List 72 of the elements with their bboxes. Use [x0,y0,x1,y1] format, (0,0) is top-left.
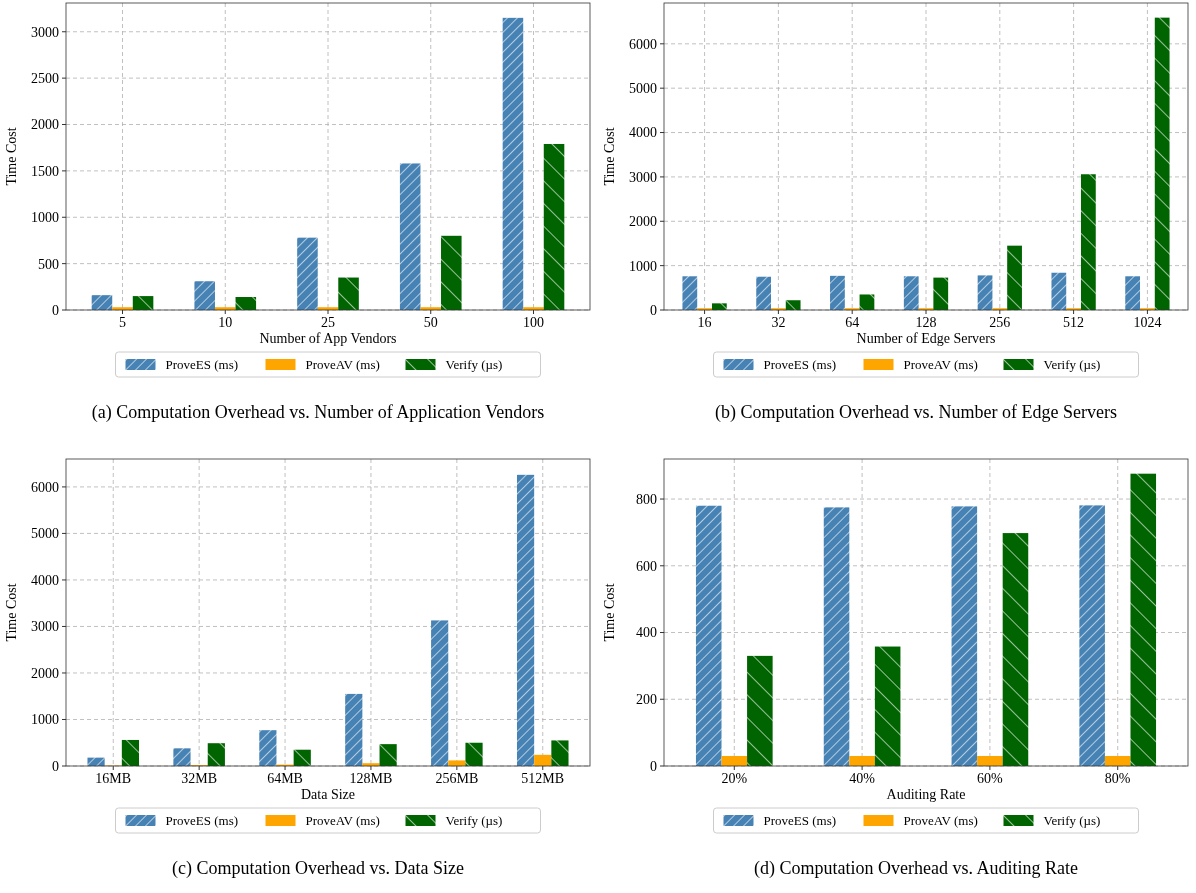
y-tick-label: 2500 [31,71,59,87]
legend-label: ProveAV (ms) [305,357,380,372]
legend-label: ProveES (ms) [763,813,837,828]
y-tick-label: 0 [52,302,59,318]
x-tick-label: 256MB [435,771,479,786]
y-tick-label: 400 [636,625,657,641]
y-axis-title: Time Cost [4,127,19,186]
y-tick-label: 600 [636,558,657,574]
y-tick-label: 6000 [629,36,657,52]
legend-label: ProveES (ms) [165,357,239,372]
x-tick-label: 256 [989,315,1011,330]
x-tick-label: 64MB [267,771,303,786]
legend-label: ProveAV (ms) [305,813,380,828]
y-axis-title: Time Cost [4,583,19,642]
text: (b) Computation Overhead vs. Number of Edge Servers [715,402,1117,423]
y-tick-label: 2000 [629,214,657,230]
x-tick-label: 64 [845,315,860,330]
text: (d) Computation Overhead vs. Auditing Rate [754,858,1078,879]
x-axis-title: Number of App Vendors [259,331,397,346]
y-tick-label: 0 [650,758,657,774]
y-tick-label: 0 [650,302,657,318]
x-tick-label: 40% [849,771,876,786]
x-axis-title: Data Size [300,787,356,802]
y-tick-label: 3000 [629,169,657,185]
y-tick-label: 1000 [629,258,657,274]
x-tick-label: 512 [1063,315,1085,330]
y-axis-title: Time Cost [602,583,617,642]
x-tick-label: 80% [1104,771,1131,786]
x-tick-label: 5 [119,315,127,330]
x-tick-label: 32 [771,315,786,330]
legend-label: ProveAV (ms) [903,357,978,372]
x-tick-label: 25 [321,315,335,330]
x-axis-title: Auditing Rate [886,787,966,802]
x-tick-label: 60% [977,771,1004,786]
y-tick-label: 4000 [629,125,657,141]
y-tick-label: 3000 [31,619,59,635]
legend-label: ProveES (ms) [763,357,837,372]
x-tick-label: 100 [522,315,544,330]
y-tick-label: 3000 [31,24,59,40]
y-tick-label: 5000 [629,81,657,97]
x-tick-label: 10 [218,315,233,330]
x-tick-label: 1024 [1133,315,1162,330]
legend-label: Verify (µs) [1043,357,1101,372]
legend-label: Verify (µs) [1043,813,1101,828]
y-tick-label: 500 [38,256,59,272]
x-axis-title: Number of Edge Servers [856,331,996,346]
x-tick-label: 128 [915,315,937,330]
y-tick-label: 6000 [31,479,59,495]
x-tick-label: 512MB [521,771,565,786]
y-axis-title: Time Cost [602,127,617,186]
x-tick-label: 16MB [95,771,132,786]
x-tick-label: 20% [721,771,748,786]
y-tick-label: 4000 [31,572,59,588]
x-tick-label: 128MB [349,771,393,786]
y-tick-label: 800 [636,491,657,507]
y-tick-label: 1000 [31,712,59,728]
x-tick-label: 16 [697,315,712,330]
legend-label: ProveAV (ms) [903,813,978,828]
y-tick-label: 0 [52,758,59,774]
text: (c) Computation Overhead vs. Data Size [172,858,464,879]
x-tick-label: 50 [423,315,438,330]
y-tick-label: 200 [636,692,657,708]
text: (a) Computation Overhead vs. Number of Application Vendors [91,402,545,423]
y-tick-label: 2000 [31,665,59,681]
legend-label: ProveES (ms) [165,813,239,828]
y-tick-label: 1000 [31,210,59,226]
y-tick-label: 5000 [31,526,59,542]
y-tick-label: 1500 [31,163,59,179]
y-tick-label: 2000 [31,117,59,133]
legend-label: Verify (µs) [445,813,503,828]
legend-label: Verify (µs) [445,357,503,372]
x-tick-label: 32MB [181,771,218,786]
